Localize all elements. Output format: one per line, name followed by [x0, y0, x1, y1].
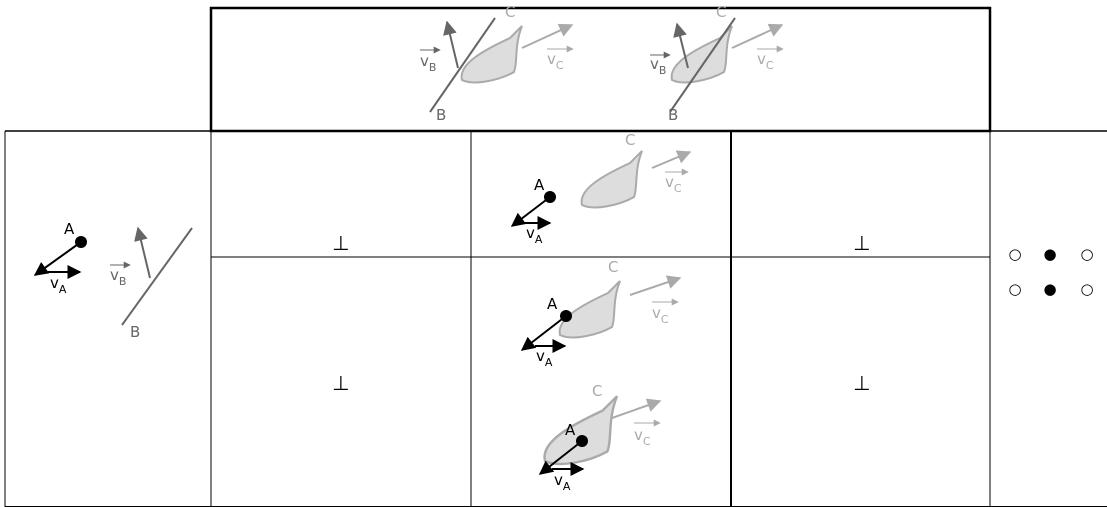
symbol: ○: [1008, 280, 1021, 298]
subscript: B: [659, 64, 667, 77]
subscript: A: [545, 356, 553, 369]
subscript: A: [535, 233, 543, 246]
subscript: C: [643, 435, 651, 448]
header-figure: vB C vC B: [650, 3, 784, 124]
subscript: A: [563, 480, 571, 493]
velocity-label: vA: [554, 471, 571, 493]
line-label: B: [668, 106, 678, 124]
region-label: C: [625, 131, 635, 149]
subscript: B: [119, 275, 127, 288]
region-label: C: [608, 258, 618, 276]
symbol: v: [652, 304, 661, 322]
symbol: v: [526, 224, 535, 242]
point-label: A: [534, 176, 545, 194]
symbol: ○: [1080, 245, 1093, 263]
subscript: C: [556, 59, 564, 72]
subscript: A: [59, 283, 67, 296]
cell-figure: C vC A vA: [510, 131, 692, 246]
left-figure: A vA vB B: [33, 220, 193, 341]
velocity-label: vC: [757, 50, 774, 72]
velocity-label: vB: [650, 55, 666, 77]
perp-symbol: ⊥: [853, 371, 870, 395]
velocity-label: vC: [547, 50, 564, 72]
symbol: ●: [1043, 280, 1056, 298]
symbol: v: [757, 50, 766, 68]
symbol: ●: [1043, 245, 1056, 263]
symbol: v: [420, 52, 429, 70]
point-label: A: [565, 421, 576, 439]
perp-symbol: ⊥: [853, 231, 870, 255]
symbol: v: [665, 173, 674, 191]
velocity-label: vA: [526, 224, 543, 246]
subscript: C: [674, 182, 682, 195]
velocity-label: vA: [536, 347, 553, 369]
symbol: v: [650, 55, 659, 73]
symbol: ○: [1008, 245, 1021, 263]
velocity-label: vC: [665, 173, 682, 195]
symbol: v: [547, 50, 556, 68]
symbol: v: [50, 274, 59, 292]
velocity-label: vC: [634, 426, 651, 448]
header-figure: vB C vC B: [420, 3, 574, 124]
region-label: C: [505, 3, 515, 21]
line-label: B: [130, 323, 140, 341]
right-symbols: ○ ● ○ ○ ● ○: [1008, 245, 1093, 298]
symbol: ○: [1080, 280, 1093, 298]
perp-symbol: ⊥: [332, 371, 349, 395]
cell-figure: C vC A vA: [538, 382, 662, 493]
cell-figure: C vC A vA: [520, 258, 682, 369]
symbol: v: [110, 266, 119, 284]
velocity-label: vB: [420, 52, 436, 74]
point-label: A: [547, 295, 558, 313]
perp-symbol: ⊥: [332, 231, 349, 255]
line-label: B: [436, 106, 446, 124]
subscript: B: [429, 61, 437, 74]
subscript: C: [766, 59, 774, 72]
velocity-label: vC: [652, 304, 669, 326]
point-label: A: [64, 220, 75, 238]
velocity-label: vB: [110, 266, 126, 288]
symbol: v: [536, 347, 545, 365]
symbol: v: [634, 426, 643, 444]
symbol: v: [554, 471, 563, 489]
velocity-label: vA: [50, 274, 67, 296]
subscript: C: [661, 313, 669, 326]
region-label: C: [716, 3, 726, 21]
region-label: C: [592, 382, 602, 400]
